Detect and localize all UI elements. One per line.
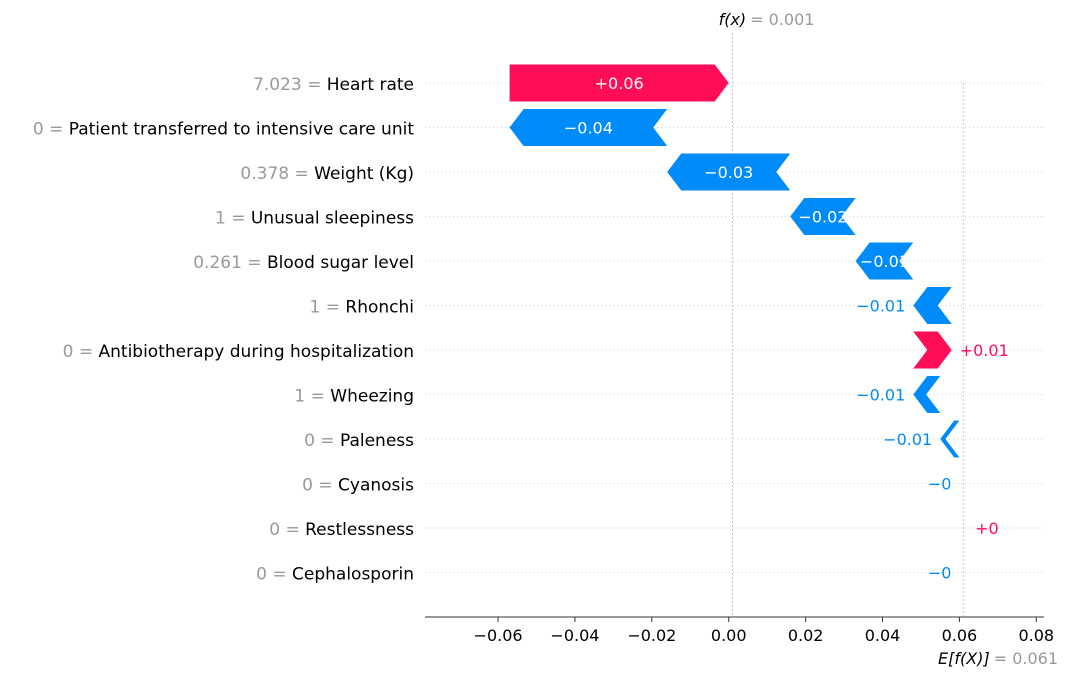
feature-value: 1 =	[294, 387, 330, 407]
bar-value-label: −0.04	[564, 119, 613, 138]
feature-label: 0 = Patient transferred to intensive car…	[33, 120, 414, 140]
feature-value: 7.023 =	[253, 75, 327, 95]
expected-value: = 0.061	[994, 649, 1058, 668]
expected-symbol: E[f(X)]	[938, 649, 990, 668]
x-tick-label: 0.06	[942, 626, 978, 645]
bar-value-label: −0.01	[856, 386, 905, 405]
bar-4	[790, 198, 856, 235]
feature-value: 0 =	[302, 476, 338, 496]
bar-3	[667, 153, 791, 191]
feature-name: Unusual sleepiness	[251, 209, 414, 229]
fx-symbol: f(x)	[719, 10, 747, 29]
feature-label: 0 = Cephalosporin	[256, 565, 414, 585]
x-tick-label: −0.02	[627, 626, 676, 645]
feature-label: 0.378 = Weight (Kg)	[240, 164, 414, 184]
bar-value-label: −0.01	[856, 297, 905, 316]
x-tick-label: 0.00	[711, 626, 747, 645]
x-tick-label: 0.02	[788, 626, 824, 645]
feature-name: Restlessness	[305, 520, 414, 540]
bar-value-label: −0.01	[860, 252, 909, 271]
bar-2	[509, 109, 668, 146]
feature-name: Weight (Kg)	[314, 164, 414, 184]
bar-value-label: −0	[928, 564, 952, 583]
bar-value-label: −0.02	[798, 208, 847, 227]
fx-label: f(x) = 0.001	[719, 10, 815, 29]
bar-8	[913, 376, 941, 413]
feature-name: Antibiotherapy during hospitalization	[99, 342, 415, 362]
bar-5	[855, 242, 914, 280]
feature-label: 0 = Antibiotherapy during hospitalizatio…	[63, 342, 414, 362]
bar-value-label: +0.06	[595, 74, 644, 93]
bar-1	[509, 64, 729, 102]
feature-label: 7.023 = Heart rate	[253, 75, 414, 95]
bar-value-label: +0.01	[960, 341, 1009, 360]
feature-name: Heart rate	[327, 75, 414, 95]
feature-name: Blood sugar level	[267, 253, 414, 273]
feature-name: Patient transferred to intensive care un…	[69, 120, 415, 140]
feature-value: 0 =	[269, 520, 305, 540]
feature-value: 1 =	[215, 209, 251, 229]
feature-value: 0 =	[256, 565, 292, 585]
bar-value-label: −0.01	[883, 430, 932, 449]
feature-label: 0.261 = Blood sugar level	[193, 253, 414, 273]
feature-value: 0 =	[63, 342, 99, 362]
feature-name: Rhonchi	[345, 298, 414, 318]
expected-label: E[f(X)] = 0.061	[938, 649, 1058, 668]
bar-value-label: +0	[975, 519, 999, 538]
feature-label: 1 = Rhonchi	[310, 298, 414, 318]
feature-label: 0 = Restlessness	[269, 520, 414, 540]
feature-value: 0 =	[304, 431, 340, 451]
bar-value-label: −0	[928, 475, 952, 494]
bar-9	[940, 420, 960, 458]
x-tick-label: 0.08	[1018, 626, 1054, 645]
feature-label: 1 = Unusual sleepiness	[215, 209, 414, 229]
feature-label: 0 = Cyanosis	[302, 476, 414, 496]
feature-value: 0.378 =	[240, 164, 314, 184]
feature-name: Wheezing	[330, 387, 414, 407]
feature-name: Cyanosis	[338, 476, 414, 496]
feature-name: Cephalosporin	[292, 565, 414, 585]
x-tick-label: −0.06	[474, 626, 523, 645]
bar-value-label: −0.03	[704, 163, 753, 182]
feature-label: 0 = Paleness	[304, 431, 414, 451]
feature-value: 0.261 =	[193, 253, 267, 273]
x-tick-label: −0.04	[550, 626, 599, 645]
feature-label: 1 = Wheezing	[294, 387, 414, 407]
feature-value: 1 =	[310, 298, 346, 318]
bar-7	[913, 331, 952, 369]
feature-name: Paleness	[340, 431, 414, 451]
x-tick-label: 0.04	[865, 626, 901, 645]
fx-value: = 0.001	[750, 10, 814, 29]
feature-value: 0 =	[33, 120, 69, 140]
bar-6	[913, 287, 952, 324]
